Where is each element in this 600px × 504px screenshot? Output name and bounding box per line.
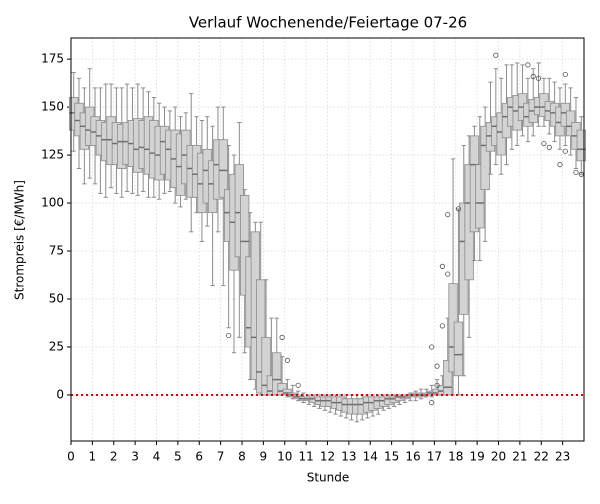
- outlier: [562, 71, 568, 78]
- x-tick-label: 2: [110, 450, 118, 464]
- x-tick-label: 14: [363, 450, 378, 464]
- x-tick-label: 23: [555, 450, 570, 464]
- x-tick-label: 12: [320, 450, 335, 464]
- y-tick-label: 75: [49, 244, 64, 258]
- outlier: [525, 62, 531, 68]
- x-tick-label: 10: [277, 450, 292, 464]
- box: [480, 125, 490, 191]
- outlier: [434, 382, 440, 388]
- outlier: [429, 400, 435, 406]
- x-tick-label: 6: [195, 450, 203, 464]
- box: [453, 321, 464, 377]
- outlier: [546, 144, 552, 150]
- y-tick-label: 175: [41, 52, 64, 66]
- outlier: [445, 211, 451, 218]
- y-tick-label: 0: [56, 387, 64, 401]
- box: [218, 139, 228, 198]
- x-tick-label: 4: [153, 450, 161, 464]
- outlier: [541, 140, 547, 147]
- y-tick-label: 125: [41, 148, 64, 162]
- x-tick-label: 19: [469, 450, 484, 464]
- outlier: [445, 271, 451, 277]
- box: [239, 194, 250, 296]
- x-tick-label: 5: [174, 450, 182, 464]
- x-tick-label: 17: [427, 450, 442, 464]
- x-tick-label: 7: [217, 450, 225, 464]
- y-tick-label: 100: [41, 196, 64, 210]
- outlier: [455, 206, 462, 212]
- y-tick-label: 25: [49, 339, 64, 353]
- x-tick-label: 9: [260, 450, 268, 464]
- x-tick-label: 1: [89, 450, 97, 464]
- chart-title: Verlauf Wochenende/Feiertage 07-26: [189, 14, 467, 32]
- outlier: [573, 169, 579, 175]
- y-tick-label: 50: [49, 291, 64, 305]
- x-tick-label: 11: [298, 450, 313, 464]
- outlier: [429, 344, 435, 350]
- x-tick-label: 3: [131, 450, 139, 464]
- x-tick-label: 13: [341, 450, 356, 464]
- y-axis-label: Strompreis [€/MWh]: [13, 180, 27, 300]
- outlier: [226, 332, 232, 339]
- outlier: [295, 382, 301, 388]
- box: [256, 279, 266, 394]
- x-tick-label: 22: [534, 450, 549, 464]
- x-axis-label: Stunde: [307, 471, 350, 485]
- outlier: [434, 363, 440, 369]
- outlier: [562, 148, 568, 154]
- outlier: [535, 75, 542, 81]
- box: [475, 164, 485, 229]
- outlier: [439, 323, 445, 329]
- x-tick-label: 0: [67, 450, 75, 464]
- x-tick-label: 21: [512, 450, 527, 464]
- box: [576, 129, 587, 162]
- outlier: [279, 334, 285, 340]
- x-tick-label: 16: [405, 450, 420, 464]
- outlier: [493, 52, 499, 58]
- plot-frame: [70, 37, 585, 442]
- outlier: [439, 263, 445, 269]
- x-tick-label: 15: [384, 450, 399, 464]
- outlier: [530, 73, 536, 79]
- y-tick-label: 150: [41, 100, 64, 114]
- outlier: [557, 162, 563, 168]
- x-tick-label: 18: [448, 450, 463, 464]
- x-tick-label: 8: [238, 450, 246, 464]
- x-tick-label: 20: [491, 450, 506, 464]
- outlier: [284, 357, 291, 363]
